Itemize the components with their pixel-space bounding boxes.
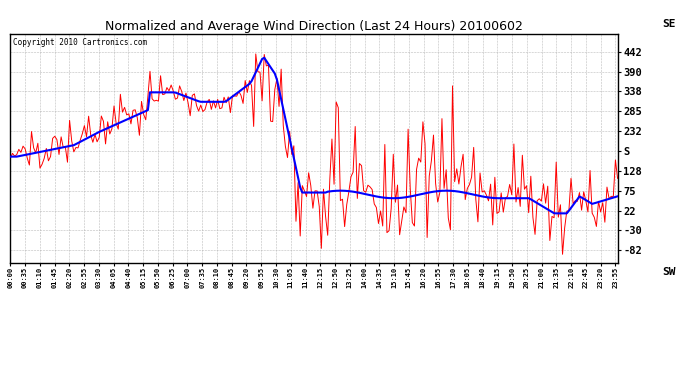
Text: SW: SW [662, 267, 676, 277]
Title: Normalized and Average Wind Direction (Last 24 Hours) 20100602: Normalized and Average Wind Direction (L… [105, 20, 523, 33]
Text: Copyright 2010 Cartronics.com: Copyright 2010 Cartronics.com [13, 38, 148, 47]
Text: SE: SE [662, 19, 676, 29]
